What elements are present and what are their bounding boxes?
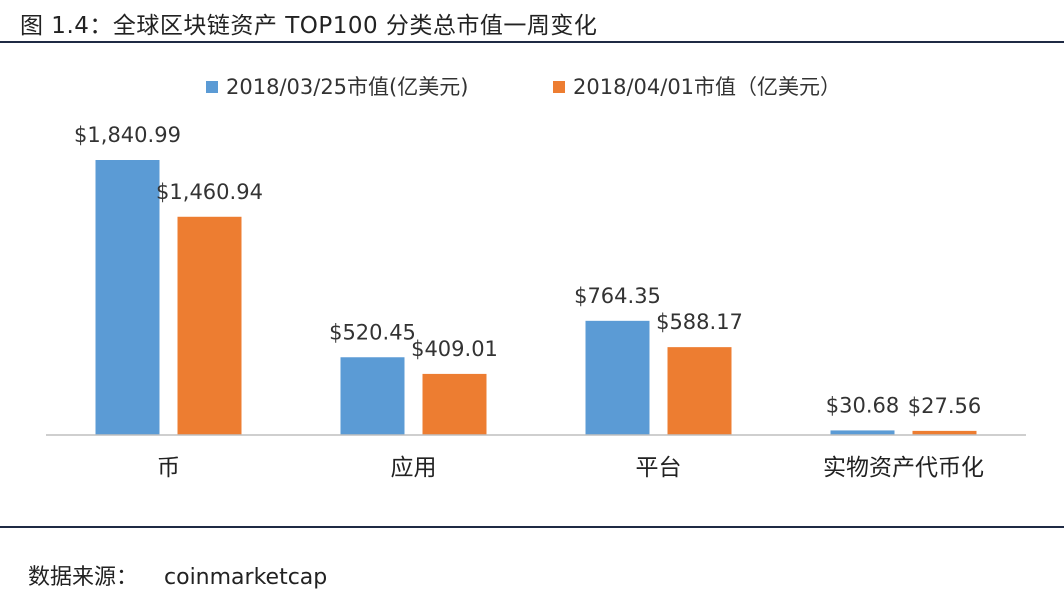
data-label-series2-1: $1,460.94 <box>156 180 263 204</box>
bar-chart: 2018/03/25市值(亿美元) 2018/04/01市值（亿美元） $1,84… <box>46 75 1026 481</box>
bar-series2-3 <box>667 347 732 435</box>
bar-series1-3 <box>585 320 650 435</box>
bar-series2-2 <box>422 373 487 435</box>
legend-label-2: 2018/04/01市值（亿美元） <box>573 75 841 99</box>
category-label-2: 应用 <box>391 455 437 481</box>
figure-title: 图 1.4：全球区块链资产 TOP100 分类总市值一周变化 <box>20 13 598 39</box>
source-label: 数据来源： <box>28 565 139 590</box>
category-label-1: 币 <box>157 455 180 481</box>
category-label-3: 平台 <box>636 455 682 481</box>
data-label-series2-2: $409.01 <box>411 337 498 361</box>
legend-label-1: 2018/03/25市值(亿美元) <box>226 75 468 99</box>
data-label-series2-3: $588.17 <box>656 310 743 334</box>
data-label-series2-4: $27.56 <box>908 394 981 418</box>
bar-series1-1 <box>95 160 160 435</box>
source-note: 数据来源： coinmarketcap <box>14 534 327 591</box>
chart-bars <box>95 160 977 435</box>
source-value: coinmarketcap <box>164 565 328 590</box>
title-divider <box>0 41 1064 43</box>
bar-series1-2 <box>340 357 405 435</box>
data-labels: $1,840.99$1,460.94$520.45$409.01$764.35$… <box>74 123 981 418</box>
data-label-series1-2: $520.45 <box>329 320 416 344</box>
bar-series2-1 <box>177 216 242 435</box>
data-label-series1-4: $30.68 <box>826 393 899 417</box>
x-axis-tick-labels: 币 应用 平台 实物资产代币化 <box>157 455 984 481</box>
data-label-series1-1: $1,840.99 <box>74 123 181 147</box>
legend-swatch-1 <box>206 81 218 93</box>
data-label-series1-3: $764.35 <box>574 284 661 308</box>
bar-series2-4 <box>912 430 977 435</box>
source-divider <box>0 526 1064 528</box>
category-label-4: 实物资产代币化 <box>823 455 984 481</box>
legend-swatch-2 <box>553 81 565 93</box>
bar-series1-4 <box>830 430 895 435</box>
chart-legend: 2018/03/25市值(亿美元) 2018/04/01市值（亿美元） <box>206 75 841 99</box>
